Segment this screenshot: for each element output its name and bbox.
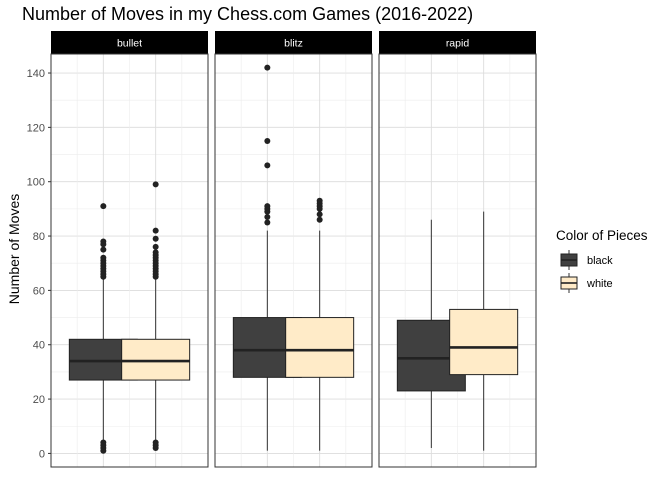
y-tick-label: 80 xyxy=(33,231,45,243)
chart-title: Number of Moves in my Chess.com Games (2… xyxy=(22,4,474,24)
box-iqr xyxy=(285,317,355,378)
outlier-point xyxy=(264,64,271,71)
facet-strip-label: bullet xyxy=(117,38,142,50)
y-axis-label: Number of Moves xyxy=(6,194,22,304)
y-tick-label: 0 xyxy=(39,448,45,460)
panel-border xyxy=(378,53,537,468)
y-tick-label: 100 xyxy=(27,177,45,189)
facet-strip-label: rapid xyxy=(446,38,470,50)
panel-border xyxy=(50,53,209,468)
legend-item-black: black xyxy=(560,250,613,270)
facet-panel-bullet: bullet xyxy=(50,31,209,468)
legend-item-white: white xyxy=(560,273,613,293)
outlier-point xyxy=(152,249,159,256)
y-tick-label: 40 xyxy=(33,340,45,352)
outlier-point xyxy=(264,162,271,169)
box-blitz-white xyxy=(285,197,355,451)
outlier-point xyxy=(316,197,323,204)
outlier-point xyxy=(264,137,271,144)
outlier-point xyxy=(316,216,323,223)
legend: Color of Pieces black white xyxy=(556,228,648,293)
outlier-point xyxy=(264,219,271,226)
box-iqr xyxy=(449,308,519,376)
legend-title: Color of Pieces xyxy=(556,228,648,243)
facet-strip xyxy=(51,31,208,54)
legend-item-label: black xyxy=(587,255,613,267)
outlier-point xyxy=(152,235,159,242)
facet-strip-label: blitz xyxy=(284,38,303,50)
facet-strip xyxy=(379,31,536,54)
facet-strip xyxy=(215,31,372,54)
y-tick-label: 20 xyxy=(33,394,45,406)
y-tick-label: 140 xyxy=(27,68,45,80)
panel-border xyxy=(214,53,373,468)
facet-panel-blitz: blitz xyxy=(214,31,373,468)
outlier-point xyxy=(316,211,323,218)
facet-panel-rapid: rapid xyxy=(378,31,537,468)
outlier-point xyxy=(100,238,107,245)
legend-item-label: white xyxy=(586,278,613,290)
outlier-point xyxy=(264,203,271,210)
outlier-point xyxy=(100,203,107,210)
outlier-point xyxy=(152,243,159,250)
outlier-point xyxy=(264,214,271,221)
box-iqr xyxy=(121,338,191,381)
y-tick-label: 60 xyxy=(33,285,45,297)
box-rapid-white xyxy=(449,211,519,451)
box-bullet-white xyxy=(121,181,191,451)
outlier-point xyxy=(100,439,107,446)
outlier-point xyxy=(100,246,107,253)
outlier-point xyxy=(152,439,159,446)
outlier-point xyxy=(152,227,159,234)
outlier-point xyxy=(152,181,159,188)
outlier-point xyxy=(100,254,107,261)
y-tick-label: 120 xyxy=(27,122,45,134)
